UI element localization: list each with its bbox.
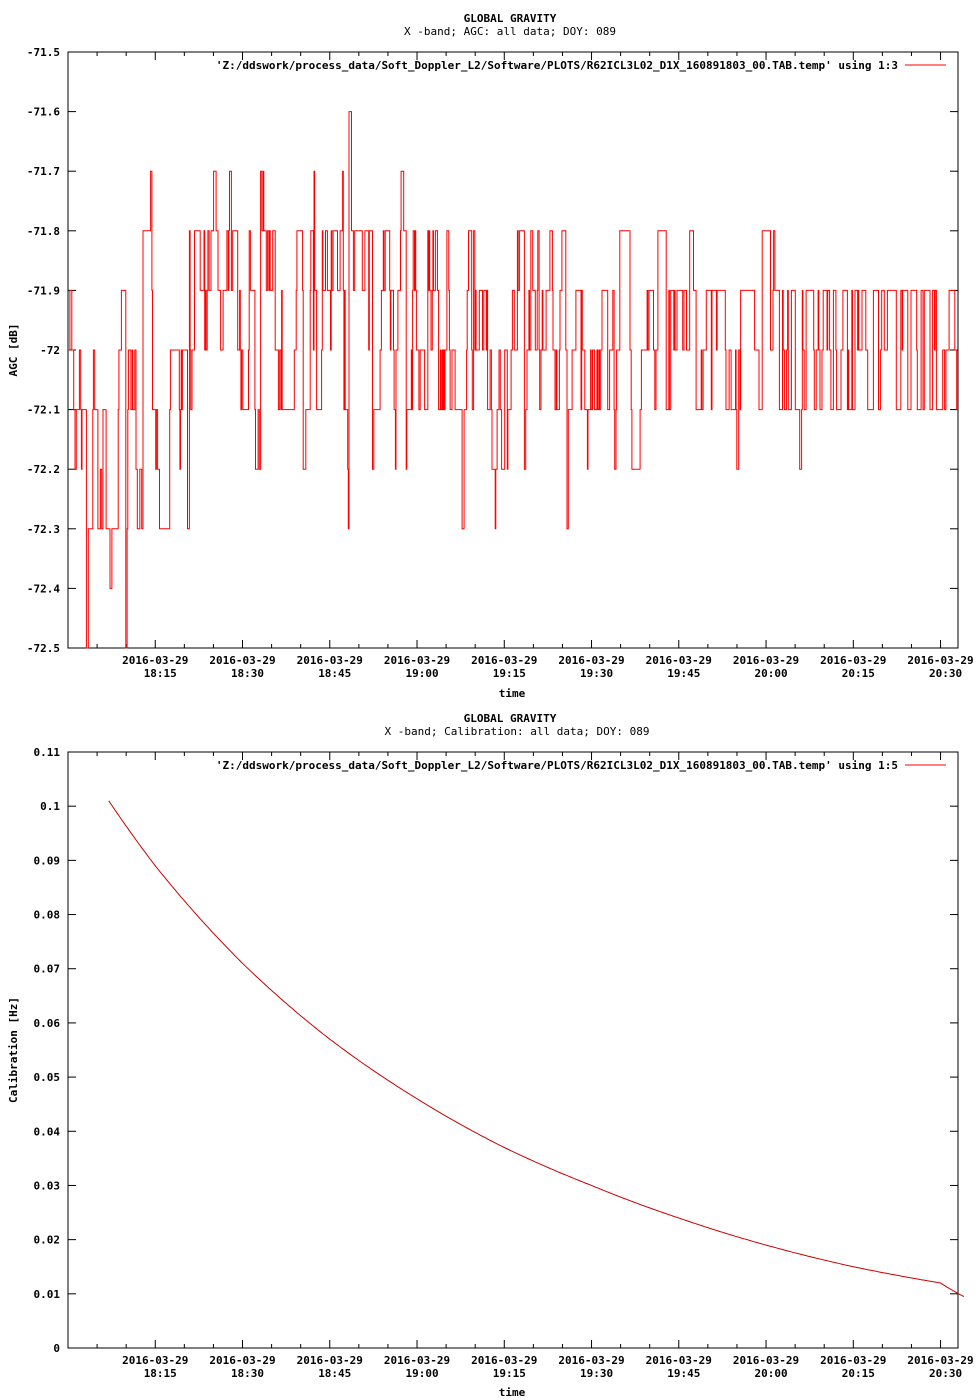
x-tick-label-date: 2016-03-29 xyxy=(558,1354,624,1367)
x-tick-label-date: 2016-03-29 xyxy=(733,1354,799,1367)
y-tick-label: 0 xyxy=(53,1342,60,1355)
x-tick-label-date: 2016-03-29 xyxy=(122,654,188,667)
x-tick-label-time: 19:00 xyxy=(405,1367,438,1380)
x-tick-label-date: 2016-03-29 xyxy=(471,654,537,667)
chart2-title: GLOBAL GRAVITY xyxy=(464,712,557,725)
chart2-y-axis: 0.11 0.1 0.09 0.08 0.07 0.06 0.05 0.04 0.03 0.02 0… xyxy=(34,746,958,1355)
x-tick-label-date: 2016-03-29 xyxy=(384,1354,450,1367)
x-tick-label-time: 19:30 xyxy=(580,1367,613,1380)
agc-chart: GLOBAL GRAVITY X -band; AGC: all data; D… xyxy=(7,12,974,700)
chart1-series xyxy=(68,111,958,649)
x-tick-label-date: 2016-03-29 xyxy=(558,654,624,667)
y-tick-label: 0.02 xyxy=(34,1234,61,1247)
x-tick-label-time: 19:15 xyxy=(493,1367,526,1380)
y-tick-label: -72.1 xyxy=(27,404,60,417)
x-tick-label-time: 20:15 xyxy=(842,1367,875,1380)
x-tick-label-time: 19:30 xyxy=(580,667,613,680)
x-tick-label-time: 20:00 xyxy=(754,667,787,680)
y-tick-label: -71.6 xyxy=(27,106,60,119)
y-tick-label: -71.5 xyxy=(27,46,60,59)
x-tick-label-time: 19:45 xyxy=(667,1367,700,1380)
chart2-series xyxy=(108,800,965,1297)
y-tick-label: -72.2 xyxy=(27,463,60,476)
y-tick-label: -72.5 xyxy=(27,642,60,655)
x-tick-label-date: 2016-03-29 xyxy=(733,654,799,667)
x-tick-label-time: 18:45 xyxy=(318,1367,351,1380)
x-tick-label-date: 2016-03-29 xyxy=(820,654,886,667)
x-tick-label-date: 2016-03-29 xyxy=(297,1354,363,1367)
y-tick-label: 0.11 xyxy=(34,746,61,759)
x-tick-label-date: 2016-03-29 xyxy=(907,1354,973,1367)
agc-series-line xyxy=(68,111,958,649)
y-tick-label: 0.05 xyxy=(34,1071,61,1084)
x-tick-label-date: 2016-03-29 xyxy=(471,1354,537,1367)
chart1-legend-label: 'Z:/ddswork/process_data/Soft_Doppler_L2… xyxy=(216,59,898,72)
x-tick-label-time: 19:15 xyxy=(493,667,526,680)
y-tick-label: -72 xyxy=(40,344,60,357)
x-tick-label-time: 20:30 xyxy=(929,667,962,680)
y-tick-label: 0.06 xyxy=(34,1017,61,1030)
chart2-plot-frame xyxy=(67,751,959,1349)
chart1-title: GLOBAL GRAVITY xyxy=(464,12,557,25)
chart2-subtitle: X -band; Calibration: all data; DOY: 089 xyxy=(385,725,650,738)
y-tick-label: -71.8 xyxy=(27,225,60,238)
y-tick-label: 0.03 xyxy=(34,1179,61,1192)
y-tick-label: -71.7 xyxy=(27,165,60,178)
x-tick-label-time: 20:00 xyxy=(754,1367,787,1380)
chart1-ylabel: AGC [dB] xyxy=(7,324,20,377)
y-tick-label: -72.4 xyxy=(27,582,60,595)
y-tick-label: 0.07 xyxy=(34,963,61,976)
x-tick-label-date: 2016-03-29 xyxy=(820,1354,886,1367)
x-tick-label-date: 2016-03-29 xyxy=(209,1354,275,1367)
x-tick-label-date: 2016-03-29 xyxy=(646,654,712,667)
y-tick-label: 0.08 xyxy=(34,909,61,922)
x-tick-label-date: 2016-03-29 xyxy=(297,654,363,667)
x-tick-label-date: 2016-03-29 xyxy=(646,1354,712,1367)
chart2-x-axis: 2016-03-2918:152016-03-2918:302016-03-29… xyxy=(96,752,974,1380)
y-tick-label: -71.9 xyxy=(27,284,60,297)
x-tick-label-date: 2016-03-29 xyxy=(384,654,450,667)
x-tick-label-time: 20:30 xyxy=(929,1367,962,1380)
chart2-ylabel: Calibration [Hz] xyxy=(7,997,20,1103)
y-tick-label: 0.04 xyxy=(34,1125,61,1138)
y-tick-label: 0.1 xyxy=(40,800,60,813)
x-tick-label-time: 19:45 xyxy=(667,667,700,680)
chart1-x-axis: 2016-03-2918:152016-03-2918:302016-03-29… xyxy=(96,52,974,680)
chart1-plot-frame xyxy=(67,51,959,649)
x-tick-label-time: 20:15 xyxy=(842,667,875,680)
x-tick-label-time: 19:00 xyxy=(405,667,438,680)
y-tick-label: 0.09 xyxy=(34,854,61,867)
x-tick-label-time: 18:30 xyxy=(231,667,264,680)
x-tick-label-date: 2016-03-29 xyxy=(122,1354,188,1367)
x-tick-label-time: 18:45 xyxy=(318,667,351,680)
chart1-subtitle: X -band; AGC: all data; DOY: 089 xyxy=(404,25,616,38)
x-tick-label-time: 18:15 xyxy=(144,1367,177,1380)
chart1-xlabel: time xyxy=(499,687,526,700)
calibration-chart: GLOBAL GRAVITY X -band; Calibration: all… xyxy=(7,712,974,1399)
x-tick-label-time: 18:30 xyxy=(231,1367,264,1380)
chart2-legend-label: 'Z:/ddswork/process_data/Soft_Doppler_L2… xyxy=(216,759,898,772)
calibration-series-line xyxy=(108,800,965,1297)
x-tick-label-date: 2016-03-29 xyxy=(907,654,973,667)
x-tick-label-time: 18:15 xyxy=(144,667,177,680)
chart2-xlabel: time xyxy=(499,1386,526,1399)
y-tick-label: 0.01 xyxy=(34,1288,61,1301)
x-tick-label-date: 2016-03-29 xyxy=(209,654,275,667)
y-tick-label: -72.3 xyxy=(27,523,60,536)
